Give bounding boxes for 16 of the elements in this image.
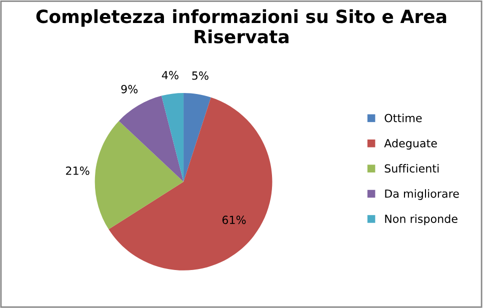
- pie-slice: [108, 97, 272, 270]
- data-label: 4%: [162, 70, 178, 80]
- data-label: 61%: [222, 216, 246, 224]
- legend-label: Da migliorare: [385, 189, 459, 200]
- data-label: 5%: [192, 71, 208, 80]
- data-label: 9%: [121, 84, 138, 94]
- legend-label: Ottime: [384, 114, 422, 122]
- pie-slice: [161, 93, 184, 182]
- legend-label: Sufficienti: [384, 164, 439, 173]
- legend-label: Adeguate: [384, 138, 437, 150]
- data-label: 21%: [66, 166, 90, 175]
- legend-label: Non risponde: [385, 214, 458, 226]
- pie-slice: [118, 96, 184, 182]
- pie-slice: [94, 121, 184, 230]
- pie-slice: [184, 93, 211, 182]
- chart-title: Completezza informazioni su Sito e Area Riservata: [36, 9, 446, 44]
